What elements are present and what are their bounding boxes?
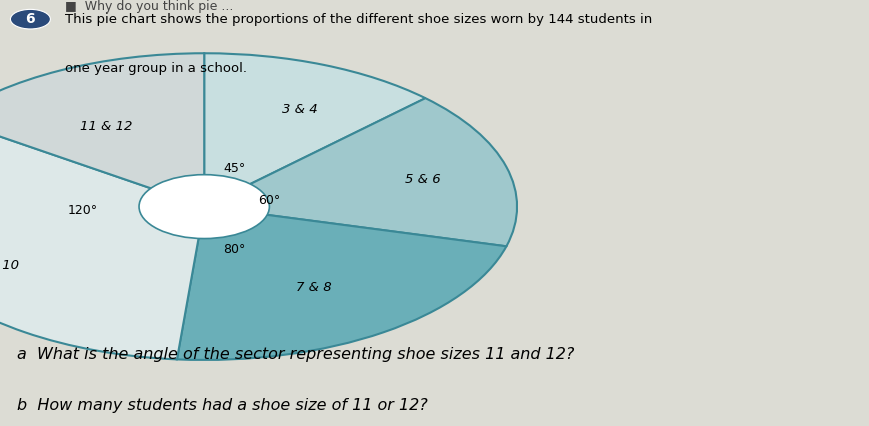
Text: 45°: 45° bbox=[223, 162, 246, 175]
Text: 5 & 6: 5 & 6 bbox=[405, 173, 441, 186]
Wedge shape bbox=[204, 98, 517, 246]
Text: This pie chart shows the proportions of the different shoe sizes worn by 144 stu: This pie chart shows the proportions of … bbox=[65, 13, 653, 26]
Wedge shape bbox=[204, 53, 426, 207]
Text: 80°: 80° bbox=[223, 243, 246, 256]
Text: one year group in a school.: one year group in a school. bbox=[65, 62, 247, 75]
Wedge shape bbox=[177, 207, 507, 360]
Text: 120°: 120° bbox=[68, 204, 97, 217]
Circle shape bbox=[139, 175, 269, 239]
Text: 9 & 10: 9 & 10 bbox=[0, 259, 19, 271]
Text: ■  Why do you think pie ...: ■ Why do you think pie ... bbox=[65, 0, 234, 13]
Text: 60°: 60° bbox=[258, 194, 281, 207]
Text: 11 & 12: 11 & 12 bbox=[81, 120, 133, 133]
Circle shape bbox=[10, 9, 50, 29]
Text: b  How many students had a shoe size of 11 or 12?: b How many students had a shoe size of 1… bbox=[17, 398, 428, 413]
Wedge shape bbox=[0, 53, 204, 207]
Text: 3 & 4: 3 & 4 bbox=[282, 103, 318, 115]
Wedge shape bbox=[0, 119, 204, 360]
Text: 7 & 8: 7 & 8 bbox=[296, 281, 332, 294]
Text: a  What is the angle of the sector representing shoe sizes 11 and 12?: a What is the angle of the sector repres… bbox=[17, 347, 574, 362]
Text: 6: 6 bbox=[25, 12, 36, 26]
